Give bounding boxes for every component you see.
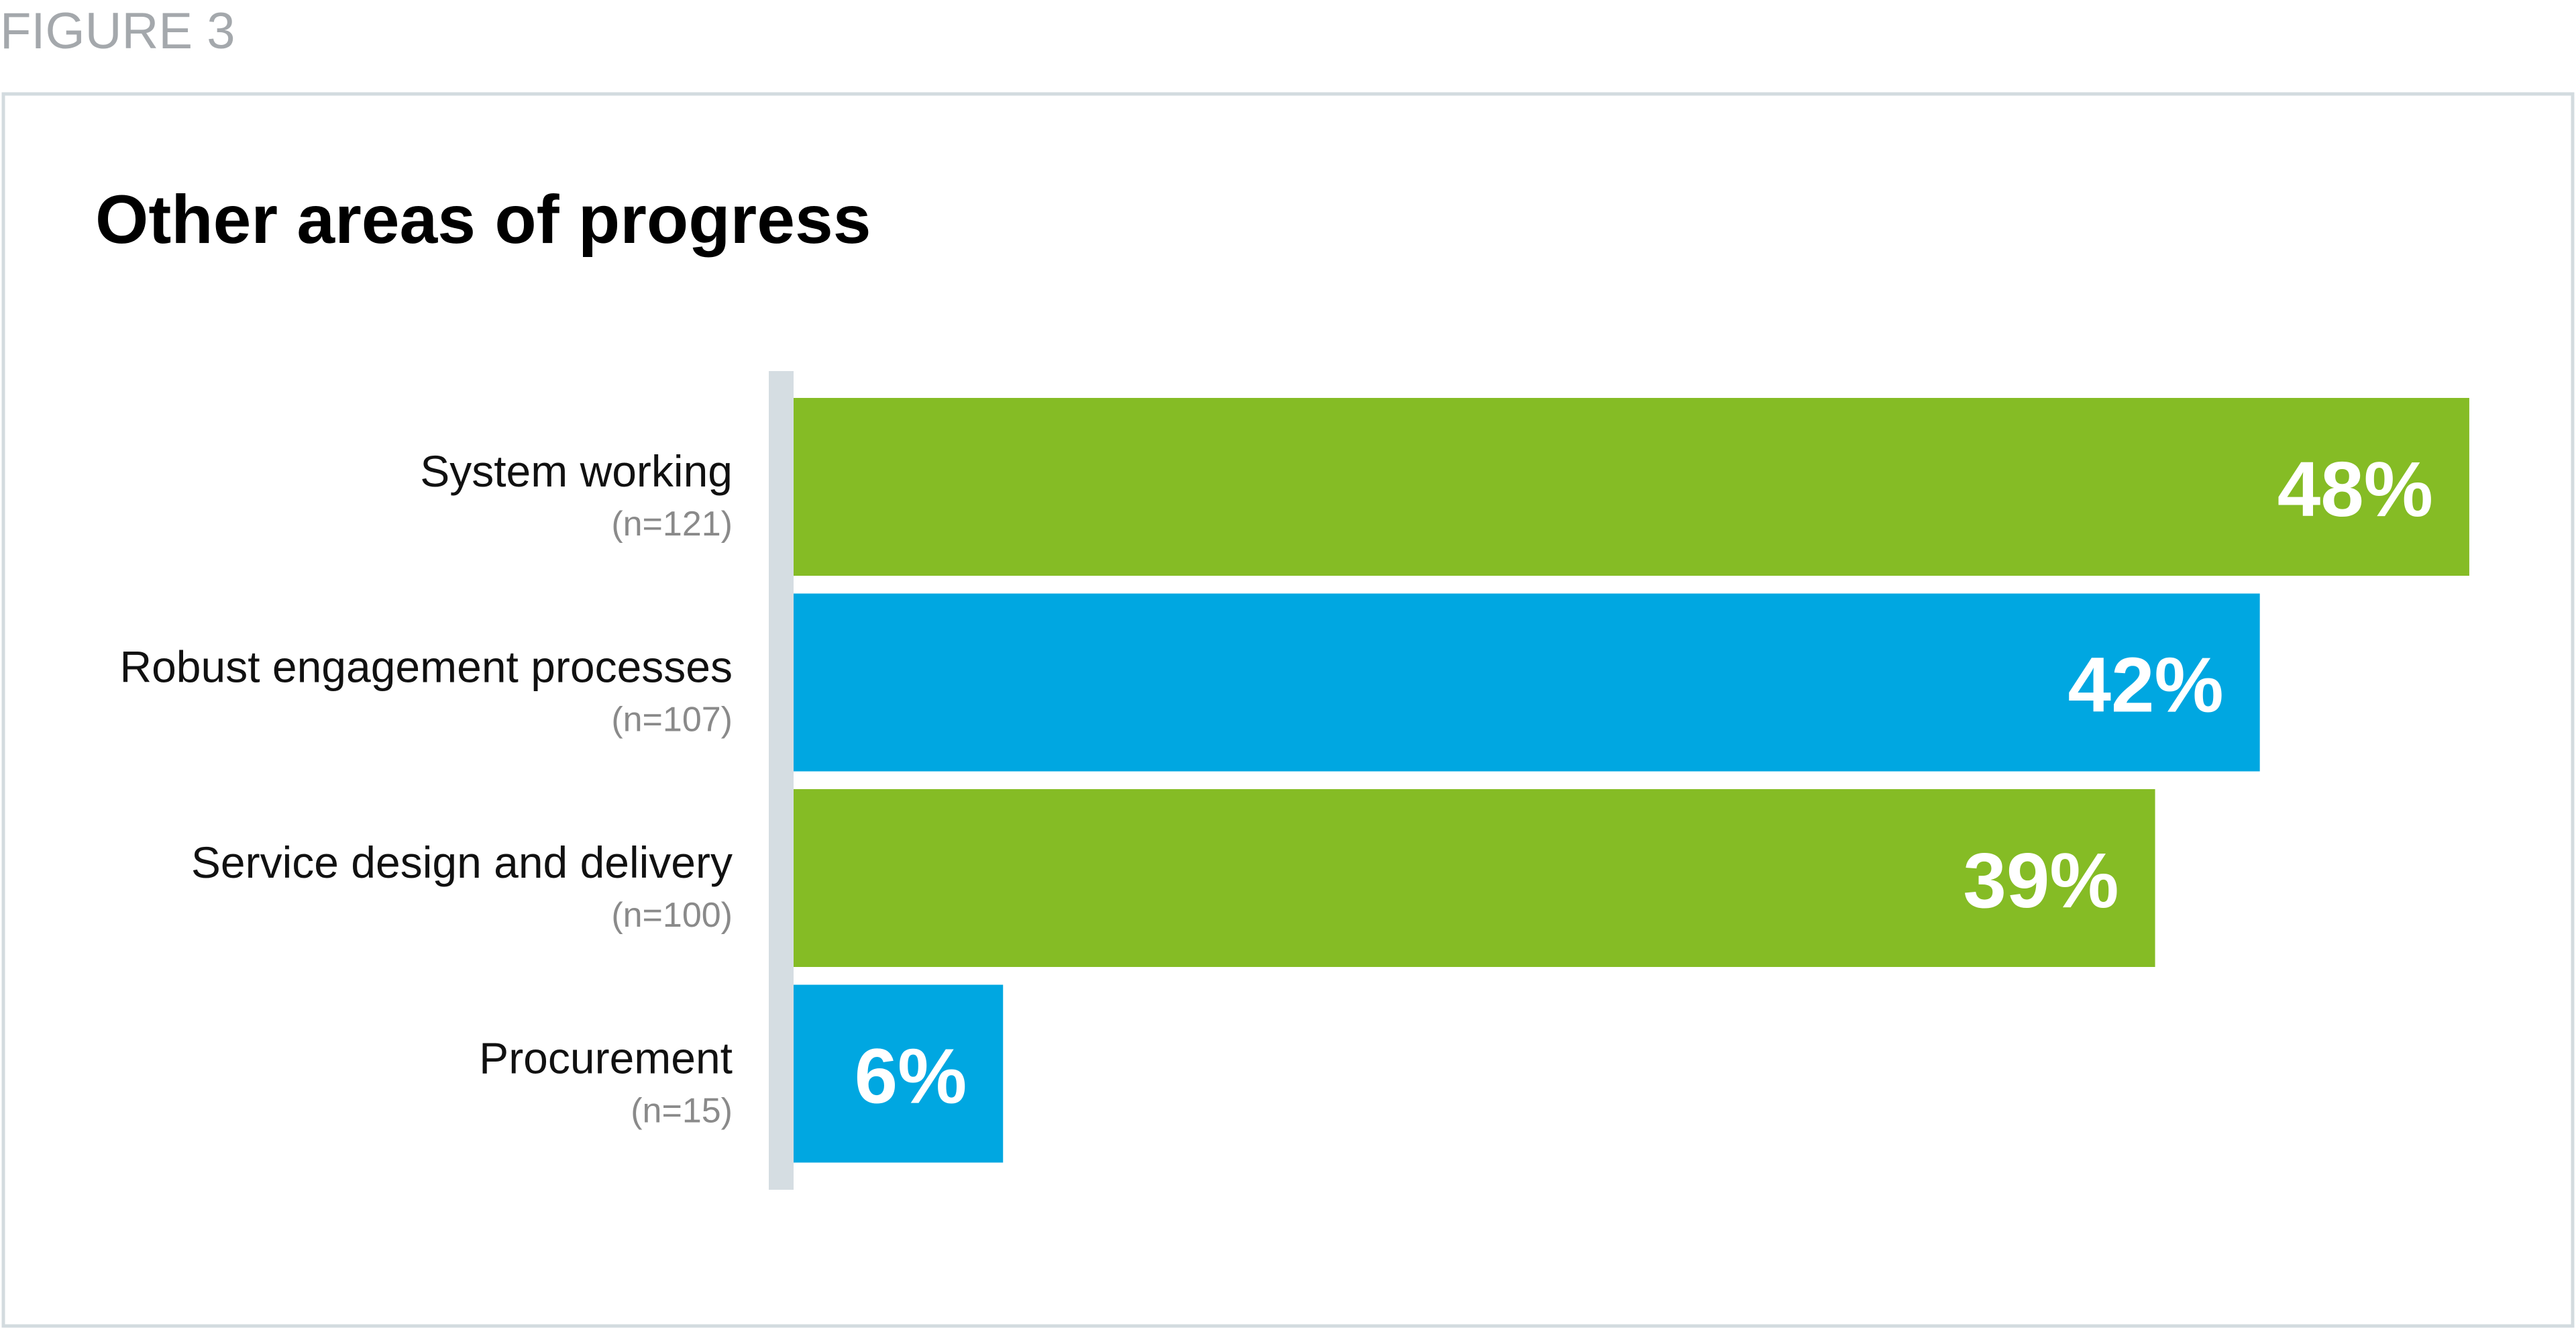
axis-bar [769,371,794,1190]
bar [794,593,2260,772]
frame [1,92,2575,1328]
bar [794,789,2155,967]
category-note: (n=121) [611,505,733,544]
value-label: 39% [1963,837,2118,924]
category-note: (n=100) [611,896,733,935]
category-label: Robust engagement processes [119,642,733,692]
category-label: System working [420,446,733,496]
value-label: 48% [2277,446,2433,533]
figure-label: FIGURE 3 [0,3,235,60]
category-label: Procurement [479,1033,733,1083]
category-label: Service design and delivery [191,837,733,887]
chart-title: Other areas of progress [95,181,871,258]
bar [794,984,1004,1163]
category-note: (n=107) [611,701,733,739]
category-note: (n=15) [631,1092,733,1131]
value-label: 6% [855,1033,967,1120]
bar [794,398,2469,576]
value-label: 42% [2068,642,2224,729]
